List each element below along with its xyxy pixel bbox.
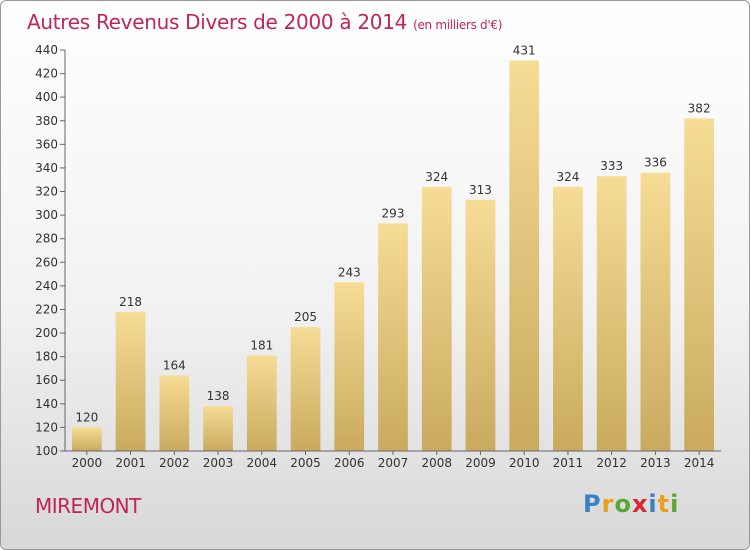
- y-tick-label: 140: [35, 397, 58, 411]
- bar-value-label: 336: [644, 156, 667, 170]
- bar-value-label: 205: [294, 310, 317, 324]
- bar: [203, 406, 233, 451]
- bar-value-label: 324: [425, 170, 448, 184]
- logo-letter: r: [601, 490, 615, 518]
- bar: [553, 186, 583, 451]
- bar-value-label: 181: [250, 338, 273, 352]
- bar-value-label: 313: [469, 183, 492, 197]
- bar-value-label: 120: [75, 410, 98, 424]
- x-tick-label: 2011: [553, 456, 584, 470]
- y-tick-label: 400: [35, 90, 58, 104]
- bar-value-label: 293: [382, 206, 405, 220]
- x-tick-label: 2007: [378, 456, 409, 470]
- x-tick-label: 2003: [203, 456, 234, 470]
- y-tick-label: 180: [35, 350, 58, 364]
- bar: [509, 60, 540, 451]
- y-tick-label: 100: [35, 444, 58, 458]
- logo-letter: x: [631, 490, 649, 518]
- proxiti-logo: Proxiti: [583, 490, 679, 518]
- bar: [596, 176, 627, 451]
- bar: [290, 327, 321, 451]
- y-tick-label: 200: [35, 326, 58, 340]
- bar: [71, 427, 102, 451]
- y-tick-label: 320: [35, 185, 58, 199]
- logo-letter: P: [583, 490, 602, 518]
- y-tick-label: 240: [35, 279, 58, 293]
- y-tick-label: 380: [35, 114, 58, 128]
- x-tick-label: 2008: [421, 456, 452, 470]
- x-tick-label: 2009: [465, 456, 496, 470]
- bars: 120 218 164 138 181 205 243 293 324 313 431 324 333 3…: [71, 44, 715, 452]
- bar: [684, 118, 715, 451]
- x-tick-label: 2000: [72, 456, 103, 470]
- logo-letter: t: [657, 490, 671, 518]
- bar: [465, 199, 496, 451]
- bar: [640, 172, 671, 452]
- bar-value-label: 138: [207, 389, 230, 403]
- chart-title-text: Autres Revenus Divers de 2000 à 2014: [27, 10, 408, 34]
- chart-subtitle: (en milliers d'€): [413, 18, 503, 32]
- bar-value-label: 333: [600, 159, 623, 173]
- y-tick-label: 260: [35, 255, 58, 269]
- bar: [334, 282, 365, 451]
- bar-value-label: 382: [688, 101, 711, 115]
- x-tick-label: 2002: [159, 456, 190, 470]
- bar: [246, 355, 277, 451]
- y-tick-label: 280: [35, 232, 58, 246]
- bar: [115, 311, 146, 451]
- x-tick-label: 2004: [247, 456, 278, 470]
- chart-title: Autres Revenus Divers de 2000 à 2014 (en …: [27, 10, 502, 34]
- y-tick-label: 160: [35, 373, 58, 387]
- y-axis: 100 120 140 160 180 200 220 240 260 280 300 320 340 3…: [35, 43, 66, 458]
- bar-value-label: 164: [163, 359, 186, 373]
- x-axis: 2000 2001 2002 2003 2004 2005 2006 2007 2008 2009…: [65, 450, 721, 470]
- bar: [159, 375, 190, 451]
- bar-value-label: 218: [119, 295, 142, 309]
- town-name: MIREMONT: [35, 494, 141, 518]
- bar-value-label: 324: [556, 170, 579, 184]
- x-tick-label: 2014: [684, 456, 715, 470]
- y-tick-label: 440: [35, 43, 58, 57]
- x-tick-label: 2013: [640, 456, 671, 470]
- logo-letter: i: [648, 490, 658, 518]
- bar: [421, 186, 452, 451]
- logo-letter: o: [614, 490, 632, 518]
- y-tick-label: 420: [35, 67, 58, 81]
- y-tick-label: 360: [35, 137, 58, 151]
- y-tick-label: 220: [35, 302, 58, 316]
- x-tick-label: 2010: [509, 456, 540, 470]
- y-tick-label: 120: [35, 420, 58, 434]
- y-tick-label: 340: [35, 161, 58, 175]
- bar-value-label: 431: [513, 44, 536, 58]
- bar: [378, 223, 408, 451]
- x-tick-label: 2006: [334, 456, 365, 470]
- logo-letter: i: [670, 490, 680, 518]
- x-tick-label: 2005: [290, 456, 321, 470]
- y-tick-label: 300: [35, 208, 58, 222]
- bar-value-label: 243: [338, 265, 361, 279]
- x-tick-label: 2012: [596, 456, 627, 470]
- x-tick-label: 2001: [115, 456, 146, 470]
